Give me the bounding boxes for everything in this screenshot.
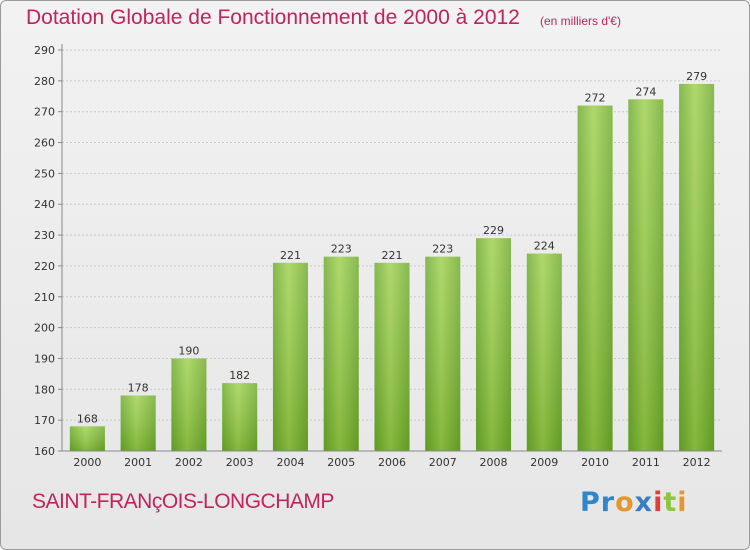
- data-label: 279: [686, 70, 707, 83]
- x-tick-label: 2012: [683, 456, 711, 469]
- data-label: 178: [128, 381, 149, 394]
- y-tick-label: 200: [34, 322, 55, 335]
- data-label: 221: [280, 249, 301, 262]
- y-tick-label: 250: [34, 167, 55, 180]
- y-tick-label: 160: [34, 445, 55, 458]
- y-tick-label: 210: [34, 291, 55, 304]
- y-tick-label: 280: [34, 75, 55, 88]
- data-label: 224: [534, 240, 555, 253]
- y-tick-label: 290: [34, 44, 55, 57]
- bar-shade: [69, 426, 105, 451]
- x-tick-label: 2005: [327, 456, 355, 469]
- data-label: 190: [178, 344, 199, 357]
- bar-shade: [323, 256, 359, 451]
- bar-layer: 168 178 190 182 221 223 221 223 229 224 272 274 279: [69, 70, 715, 452]
- y-tick-label: 190: [34, 352, 55, 365]
- data-label: 272: [585, 92, 606, 105]
- y-tick-label: 270: [34, 106, 55, 119]
- y-tick-label: 230: [34, 229, 55, 242]
- y-tick-label: 220: [34, 260, 55, 273]
- x-tick-label: 2007: [429, 456, 457, 469]
- x-tick-label: 2001: [124, 456, 152, 469]
- y-tick-label: 170: [34, 414, 55, 427]
- logo-part: Pr: [580, 487, 616, 518]
- commune-name: SAINT-FRANçOIS-LONGCHAMP: [32, 490, 334, 513]
- logo-part: t: [663, 487, 678, 518]
- x-tick-label: 2010: [581, 456, 609, 469]
- bar-shade: [171, 358, 207, 451]
- x-tick-label: 2003: [226, 456, 254, 469]
- chart-subtitle: (en milliers d'€): [540, 14, 621, 28]
- data-label: 229: [483, 224, 504, 237]
- x-tick-label: 2004: [276, 456, 304, 469]
- x-tick-label: 2011: [632, 456, 660, 469]
- bar-shade: [628, 99, 664, 451]
- bar-shade: [222, 383, 258, 451]
- bar-shade: [577, 105, 613, 452]
- bar-shade: [374, 262, 410, 451]
- data-label: 182: [229, 369, 250, 382]
- logo-part: i: [653, 487, 664, 518]
- data-label: 221: [382, 249, 403, 262]
- data-label: 223: [432, 243, 453, 256]
- y-tick-label: 240: [34, 198, 55, 211]
- x-tick-label: 2002: [175, 456, 203, 469]
- x-tick-label: 2008: [480, 456, 508, 469]
- x-tick-label: 2006: [378, 456, 406, 469]
- bar-shade: [476, 238, 512, 451]
- bar-shade: [425, 256, 461, 451]
- bar-shade: [526, 253, 562, 451]
- data-label: 274: [635, 85, 656, 98]
- bar-shade: [679, 83, 715, 451]
- data-label: 223: [331, 243, 352, 256]
- y-tick-label: 260: [34, 137, 55, 150]
- logo-part: x: [634, 487, 654, 518]
- axis-layer: 160 170 180 190 200 210 220 230 240 250 260 270 280 2…: [34, 44, 722, 469]
- bar-shade: [120, 395, 156, 451]
- chart-title: Dotation Globale de Fonctionnement de 20…: [26, 6, 520, 29]
- data-label: 168: [77, 412, 98, 425]
- bar-shade: [272, 262, 308, 451]
- x-tick-label: 2000: [73, 456, 101, 469]
- y-tick-label: 180: [34, 383, 55, 396]
- logo-part: i: [677, 487, 688, 518]
- x-tick-label: 2009: [530, 456, 558, 469]
- logo-part: o: [615, 487, 635, 518]
- proxiti-logo: Proxiti: [580, 487, 688, 518]
